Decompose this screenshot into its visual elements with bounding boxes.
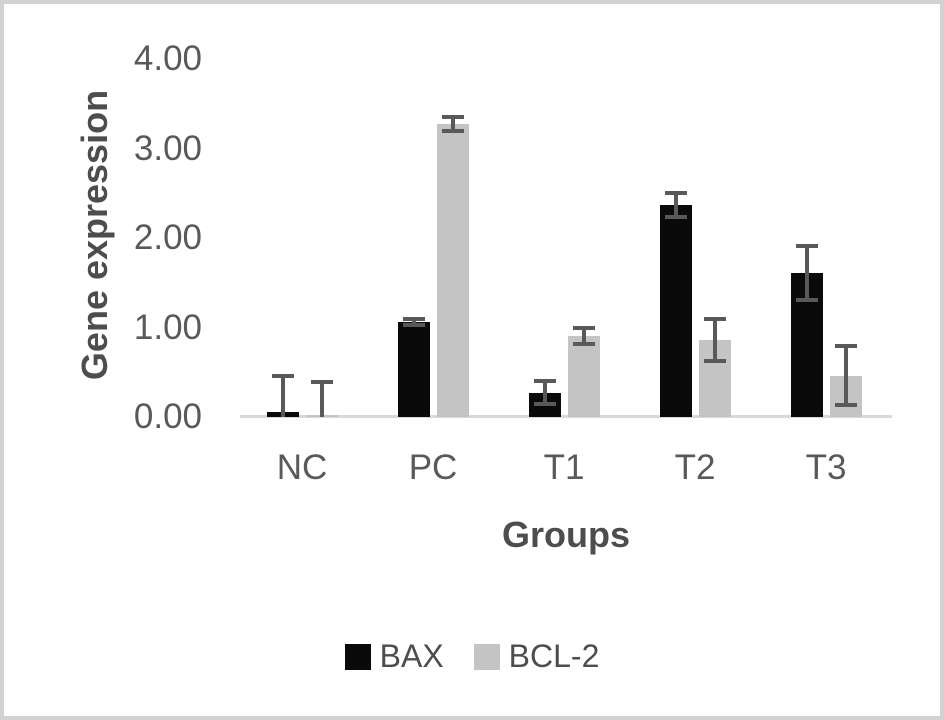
- error-bar-BCL-2-T2-cap-top: [703, 317, 726, 322]
- bar-BAX-T2: [659, 204, 692, 417]
- error-bar-BCL-2-T1-line: [581, 327, 586, 344]
- x-category-T2: T2: [674, 448, 716, 487]
- x-category-T1: T1: [543, 448, 585, 487]
- legend-item-bax: BAX: [344, 638, 444, 675]
- error-bar-BAX-T1-cap-bottom: [533, 402, 556, 407]
- x-category-T3: T3: [805, 448, 847, 487]
- error-bar-BAX-PC-cap-top: [402, 317, 425, 322]
- bar-BAX-PC: [397, 322, 430, 417]
- error-bar-BAX-T3-cap-bottom: [795, 297, 818, 302]
- error-bar-BCL-2-PC-line: [450, 117, 455, 132]
- y-tick-label-1.00: 1.00: [133, 307, 202, 347]
- error-bar-BAX-T3-cap-top: [795, 244, 818, 249]
- error-bar-BCL-2-T1-cap-top: [572, 325, 595, 330]
- bax-series-swatch: [344, 643, 371, 670]
- legend: BAX BCL-2: [4, 638, 940, 675]
- x-axis-title: Groups: [501, 514, 630, 555]
- error-bar-BAX-NC-line: [280, 375, 285, 417]
- bar-BCL-2-T1: [567, 335, 600, 417]
- y-tick-label-2.00: 2.00: [133, 218, 202, 257]
- error-bar-BCL-2-PC-cap-bottom: [441, 129, 464, 134]
- legend-item-bcl2: BCL-2: [473, 638, 600, 675]
- error-bar-BCL-2-T3-cap-bottom: [834, 403, 857, 408]
- error-bar-BCL-2-T2-line: [712, 319, 717, 361]
- x-axis-line: [240, 415, 892, 418]
- x-category-PC: PC: [408, 448, 458, 487]
- legend-label-bcl2: BCL-2: [508, 638, 600, 674]
- error-bar-BAX-T1-cap-top: [533, 379, 556, 384]
- y-tick-label-4.00: 4.00: [133, 39, 202, 78]
- error-bar-BAX-PC-line: [411, 319, 416, 325]
- error-bar-BCL-2-T3-line: [843, 346, 848, 406]
- bar-BCL-2-PC: [436, 124, 469, 417]
- error-bar-BCL-2-T2-cap-bottom: [703, 358, 726, 363]
- error-bar-BAX-T2-line: [673, 193, 678, 217]
- error-bar-BAX-PC-cap-bottom: [402, 322, 425, 327]
- error-bar-BCL-2-NC-line: [319, 382, 324, 417]
- x-category-NC: NC: [276, 448, 328, 487]
- error-bar-BCL-2-T3-cap-top: [834, 344, 857, 349]
- bcl2-series-swatch: [473, 643, 500, 670]
- y-tick-label-3.00: 3.00: [133, 128, 202, 168]
- error-bar-BAX-T3-line: [804, 246, 809, 300]
- error-bar-BAX-T1-line: [542, 381, 547, 405]
- error-bar-BCL-2-T1-cap-bottom: [572, 341, 595, 346]
- error-bar-BCL-2-NC-cap-top: [310, 380, 333, 385]
- error-bar-BAX-NC-cap-top: [271, 373, 294, 378]
- error-bar-BAX-T2-cap-top: [664, 191, 687, 196]
- y-tick-label-0.00: 0.00: [133, 397, 202, 436]
- error-bar-BCL-2-PC-cap-top: [441, 115, 464, 120]
- error-bar-BAX-T2-cap-bottom: [664, 214, 687, 219]
- legend-label-bax: BAX: [379, 638, 444, 674]
